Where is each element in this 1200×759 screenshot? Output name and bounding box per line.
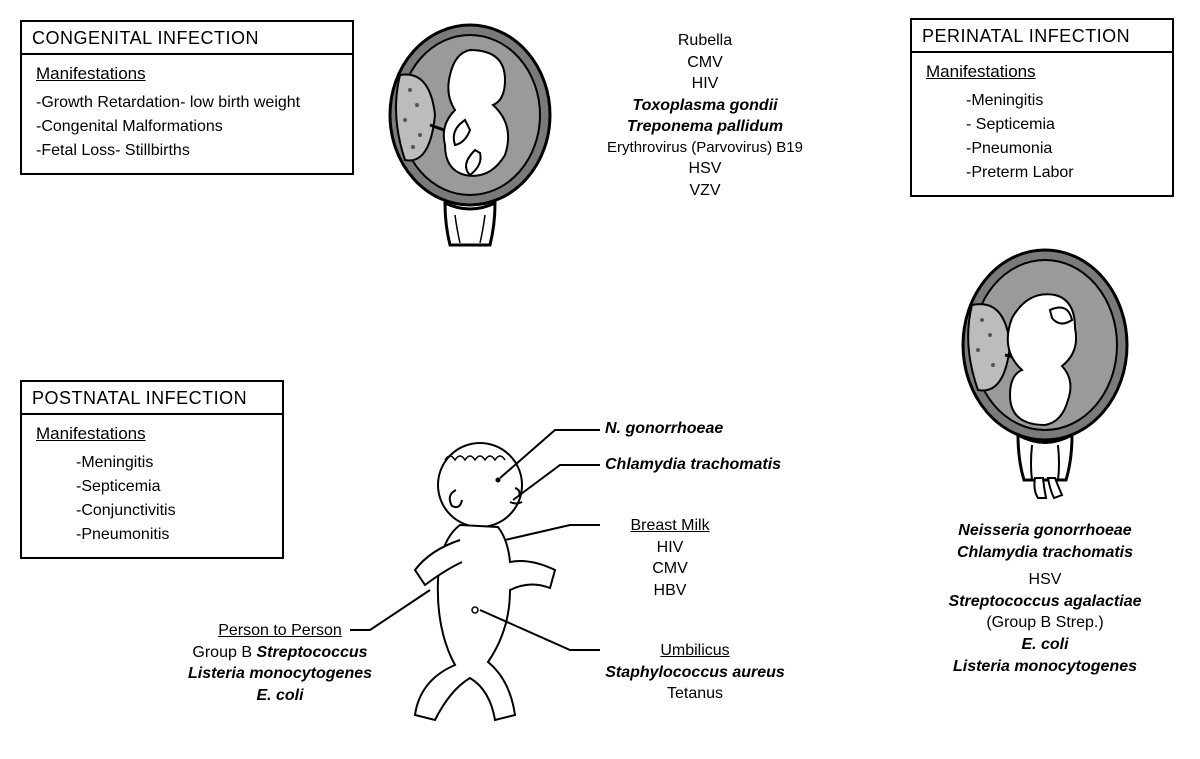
pathogen-label: Rubella <box>575 30 835 52</box>
perinatal-item: - Septicemia <box>966 113 1162 137</box>
perinatal-title: PERINATAL INFECTION <box>912 20 1172 53</box>
person-line1-pre: Group B <box>192 644 256 661</box>
postnatal-title: POSTNATAL INFECTION <box>22 382 282 415</box>
person-line3: E. coli <box>150 685 410 707</box>
pathogen-label: Streptococcus agalactiae <box>900 591 1190 613</box>
route-breastmilk: Breast Milk HIV CMV HBV <box>600 515 740 601</box>
eye-pathogen: N. gonorrhoeae <box>605 418 845 440</box>
route-eye: N. gonorrhoeae Chlamydia trachomatis <box>605 418 845 475</box>
umbilicus-header: Umbilicus <box>580 640 810 662</box>
perinatal-body: Manifestations -Meningitis - Septicemia … <box>912 53 1172 195</box>
pathogen-label: (Group B Strep.) <box>900 612 1190 634</box>
pathogen-label: CMV <box>575 52 835 74</box>
perinatal-item: -Preterm Labor <box>966 161 1162 185</box>
pathogen-label: Toxoplasma gondii <box>575 95 835 117</box>
breastmilk-item: HBV <box>600 580 740 602</box>
pathogen-label: HSV <box>900 569 1190 591</box>
route-person: Person to Person Group B Streptococcus L… <box>150 620 410 706</box>
perinatal-subheading: Manifestations <box>926 59 1162 85</box>
person-line1: Group B Streptococcus <box>150 642 410 664</box>
perinatal-item: -Meningitis <box>966 89 1162 113</box>
person-header: Person to Person <box>150 620 410 642</box>
congenital-item: -Fetal Loss- Stillbirths <box>36 139 342 163</box>
postnatal-item: -Septicemia <box>76 475 272 499</box>
congenital-title: CONGENITAL INFECTION <box>22 22 352 55</box>
postnatal-item: -Pneumonitis <box>76 523 272 547</box>
congenital-subheading: Manifestations <box>36 61 342 87</box>
pathogen-label: HSV <box>575 158 835 180</box>
perinatal-item: -Pneumonia <box>966 137 1162 161</box>
postnatal-item: -Conjunctivitis <box>76 499 272 523</box>
pathogen-label: Chlamydia trachomatis <box>900 542 1190 564</box>
breastmilk-item: HIV <box>600 537 740 559</box>
pathogen-label: Treponema pallidum <box>575 116 835 138</box>
congenital-body: Manifestations -Growth Retardation- low … <box>22 55 352 173</box>
congenital-item: -Growth Retardation- low birth weight <box>36 91 342 115</box>
fetus-womb-perinatal-illustration <box>950 240 1140 510</box>
pathogen-label: Erythrovirus (Parvovirus) B19 <box>575 138 835 158</box>
congenital-item: -Congenital Malformations <box>36 115 342 139</box>
fetus-womb-congenital-illustration <box>375 15 565 275</box>
congenital-box: CONGENITAL INFECTION Manifestations -Gro… <box>20 20 354 175</box>
perinatal-pathogens: Neisseria gonorrhoeae Chlamydia trachoma… <box>900 520 1190 677</box>
pathogen-label: Listeria monocytogenes <box>900 656 1190 678</box>
breastmilk-item: CMV <box>600 558 740 580</box>
route-umbilicus: Umbilicus Staphylococcus aureus Tetanus <box>580 640 810 705</box>
umbilicus-item: Tetanus <box>580 683 810 705</box>
person-line2: Listeria monocytogenes <box>150 663 410 685</box>
postnatal-item: -Meningitis <box>76 451 272 475</box>
perinatal-box: PERINATAL INFECTION Manifestations -Meni… <box>910 18 1174 197</box>
congenital-pathogens: Rubella CMV HIV Toxoplasma gondii Trepon… <box>575 30 835 201</box>
pathogen-label: Neisseria gonorrhoeae <box>900 520 1190 542</box>
pathogen-label: VZV <box>575 180 835 202</box>
postnatal-body: Manifestations -Meningitis -Septicemia -… <box>22 415 282 557</box>
postnatal-subheading: Manifestations <box>36 421 272 447</box>
postnatal-box: POSTNATAL INFECTION Manifestations -Meni… <box>20 380 284 559</box>
pathogen-label: E. coli <box>900 634 1190 656</box>
person-line1-bi: Streptococcus <box>256 644 367 661</box>
breastmilk-header: Breast Milk <box>600 515 740 537</box>
umbilicus-item: Staphylococcus aureus <box>580 662 810 684</box>
eye-pathogen: Chlamydia trachomatis <box>605 454 845 476</box>
pathogen-label: HIV <box>575 73 835 95</box>
